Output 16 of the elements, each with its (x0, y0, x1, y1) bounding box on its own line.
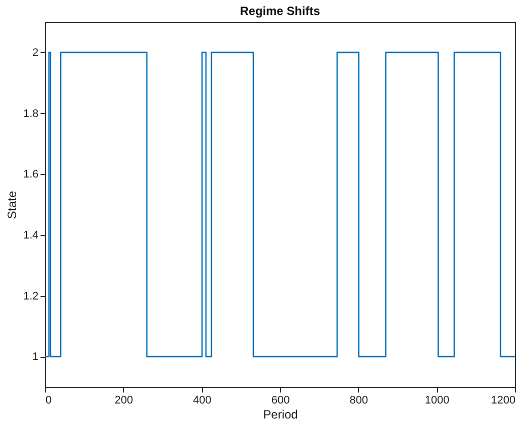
y-tick-label: 1 (32, 351, 38, 364)
y-axis-title: State (5, 190, 20, 220)
x-tick-label: 200 (114, 394, 134, 406)
y-tick-label: 2 (32, 46, 38, 59)
y-tick-label: 1.4 (23, 229, 38, 242)
x-tick-label: 1000 (424, 394, 450, 406)
y-tick-label: 1.2 (23, 290, 38, 302)
x-axis-title: Period (263, 408, 298, 422)
y-tick-label: 1.8 (23, 108, 38, 120)
x-tick-label: 600 (271, 394, 290, 406)
y-tick-label: 1.6 (23, 168, 38, 181)
x-tick-label: 1200 (491, 394, 516, 406)
x-tick-label: 0 (46, 394, 52, 406)
x-tick-label: 800 (350, 394, 368, 406)
chart-title: Regime Shifts (240, 4, 320, 18)
x-tick-label: 400 (192, 394, 212, 406)
